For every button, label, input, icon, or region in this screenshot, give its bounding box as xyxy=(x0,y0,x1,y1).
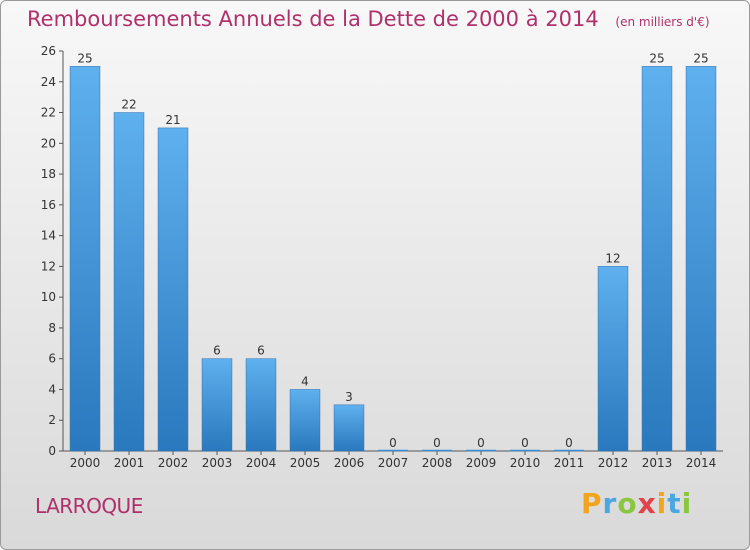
chart-unit: (en milliers d'€) xyxy=(615,15,710,29)
bar-2002 xyxy=(157,127,189,452)
y-tick-label: 18 xyxy=(41,167,56,181)
value-label: 25 xyxy=(77,51,92,65)
x-tick-label: 2013 xyxy=(642,456,673,470)
y-tick-label: 26 xyxy=(41,44,56,58)
x-tick-label: 2004 xyxy=(246,456,277,470)
x-tick-label: 2006 xyxy=(334,456,365,470)
bar-2014 xyxy=(685,66,717,452)
y-tick-label: 22 xyxy=(41,106,56,120)
commune-name: LARROQUE xyxy=(35,494,143,518)
bar-2001 xyxy=(113,112,145,452)
y-tick-label: 14 xyxy=(41,229,56,243)
x-tick-label: 2002 xyxy=(158,456,189,470)
chart-title: Remboursements Annuels de la Dette de 20… xyxy=(27,7,710,31)
logo-letter: x xyxy=(637,487,657,520)
value-label: 0 xyxy=(521,436,529,450)
logo-letter: i xyxy=(681,487,693,520)
value-label: 6 xyxy=(257,344,265,358)
y-tick-label: 6 xyxy=(48,352,56,366)
value-label: 21 xyxy=(165,113,180,127)
x-tick-label: 2009 xyxy=(466,456,497,470)
x-tick-label: 2014 xyxy=(686,456,717,470)
y-tick-label: 10 xyxy=(41,290,56,304)
value-label: 0 xyxy=(433,436,441,450)
y-tick-label: 16 xyxy=(41,198,56,212)
chart-title-text: Remboursements Annuels de la Dette de 20… xyxy=(27,7,599,31)
y-tick-label: 2 xyxy=(48,413,56,427)
logo-letter: r xyxy=(602,487,618,520)
x-tick-label: 2012 xyxy=(598,456,629,470)
logo-letter: i xyxy=(656,487,668,520)
x-tick-label: 2000 xyxy=(70,456,101,470)
bar-2006 xyxy=(333,404,365,452)
value-label: 0 xyxy=(477,436,485,450)
logo-letter: t xyxy=(667,487,682,520)
x-tick-label: 2005 xyxy=(290,456,321,470)
value-label: 12 xyxy=(605,251,620,265)
value-label: 25 xyxy=(649,51,664,65)
logo-letter: o xyxy=(617,487,638,520)
data-labels: 25 22 21 6 6 4 3 0 0 0 0 0 12 25 25 xyxy=(77,51,708,450)
bar-2005 xyxy=(289,389,321,452)
y-tick-label: 12 xyxy=(41,259,56,273)
x-tick-label: 2010 xyxy=(510,456,541,470)
value-label: 25 xyxy=(693,51,708,65)
value-label: 0 xyxy=(565,436,573,450)
bar-2000 xyxy=(69,66,101,452)
y-tick-label: 0 xyxy=(48,444,56,458)
logo-letter: P xyxy=(581,487,603,520)
proxiti-logo: Proxiti xyxy=(581,487,692,520)
value-label: 22 xyxy=(121,98,136,112)
value-label: 0 xyxy=(389,436,397,450)
x-tick-label: 2007 xyxy=(378,456,409,470)
x-tick-label: 2008 xyxy=(422,456,453,470)
y-tick-label: 4 xyxy=(48,382,56,396)
y-tick-label: 8 xyxy=(48,321,56,335)
bar-2003 xyxy=(201,358,233,452)
bar-2004 xyxy=(245,358,277,452)
x-tick-label: 2001 xyxy=(114,456,145,470)
x-tick-label: 2003 xyxy=(202,456,233,470)
value-label: 3 xyxy=(345,390,353,404)
value-label: 6 xyxy=(213,344,221,358)
bar-2012 xyxy=(597,266,629,452)
y-tick-label: 24 xyxy=(41,75,56,89)
x-tick-label: 2011 xyxy=(554,456,585,470)
value-label: 4 xyxy=(301,374,309,388)
bar-2013 xyxy=(641,66,673,452)
y-tick-label: 20 xyxy=(41,136,56,150)
bars xyxy=(69,66,717,452)
